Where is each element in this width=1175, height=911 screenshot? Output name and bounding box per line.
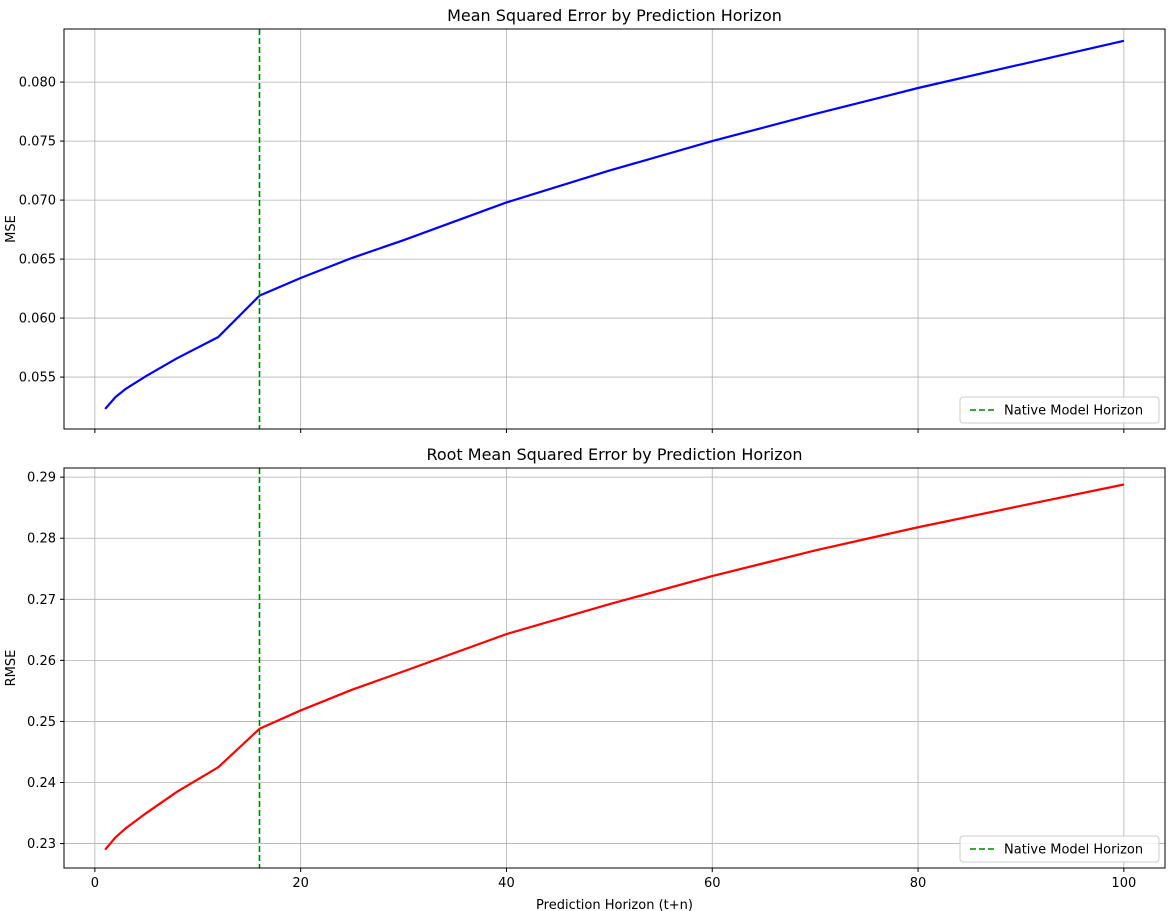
rmse-chart-panel: 0 20 40 60 80 100 0.23 0.24 0.25 0.26 0.27 0.28 0.29… [4, 445, 1166, 911]
mse-chart-panel: 0.055 0.060 0.065 0.070 0.075 0.080 Mean Squar… [4, 6, 1166, 433]
rmse-x-tick-label: 100 [1111, 876, 1136, 891]
rmse-y-tick-label: 0.27 [27, 593, 56, 608]
mse-plot-frame [63, 28, 1166, 430]
rmse-y-tick-label: 0.28 [27, 532, 56, 547]
rmse-y-tick-label: 0.24 [27, 776, 56, 791]
rmse-y-axis-label: RMSE [4, 650, 19, 687]
rmse-x-axis-label: Prediction Horizon (t+n) [536, 898, 693, 911]
rmse-legend-box [959, 835, 1160, 863]
rmse-legend-label: Native Model Horizon [1004, 843, 1143, 858]
mse-series-line [104, 39, 1125, 410]
mse-y-axis-label: MSE [4, 215, 19, 243]
rmse-x-tick-label: 40 [498, 876, 515, 891]
rmse-y-tick-label: 0.26 [27, 654, 56, 669]
rmse-y-tick-label: 0.29 [27, 471, 56, 486]
rmse-x-tick-label: 20 [292, 876, 309, 891]
mse-y-tick-label: 0.070 [19, 194, 56, 209]
mse-y-tick-label: 0.080 [19, 76, 56, 91]
rmse-chart-title: Root Mean Squared Error by Prediction Ho… [426, 445, 802, 464]
rmse-y-tick-label: 0.25 [27, 715, 56, 730]
mse-y-tick-label: 0.055 [19, 371, 56, 386]
mse-legend-label: Native Model Horizon [1004, 404, 1143, 419]
rmse-series-line [104, 483, 1125, 851]
mse-chart-title: Mean Squared Error by Prediction Horizon [447, 6, 782, 25]
rmse-x-tick-label: 60 [704, 876, 721, 891]
mse-legend-box [959, 396, 1160, 424]
mse-y-tick-label: 0.075 [19, 135, 56, 150]
mse-y-tick-label: 0.065 [19, 253, 56, 268]
mse-y-tick-label: 0.060 [19, 312, 56, 327]
rmse-plot-frame [63, 467, 1166, 869]
rmse-x-tick-label: 80 [910, 876, 927, 891]
rmse-x-tick-label: 0 [91, 876, 99, 891]
rmse-legend: Native Model Horizon [959, 835, 1160, 863]
mse-legend: Native Model Horizon [959, 396, 1160, 424]
rmse-y-tick-label: 0.23 [27, 837, 56, 852]
